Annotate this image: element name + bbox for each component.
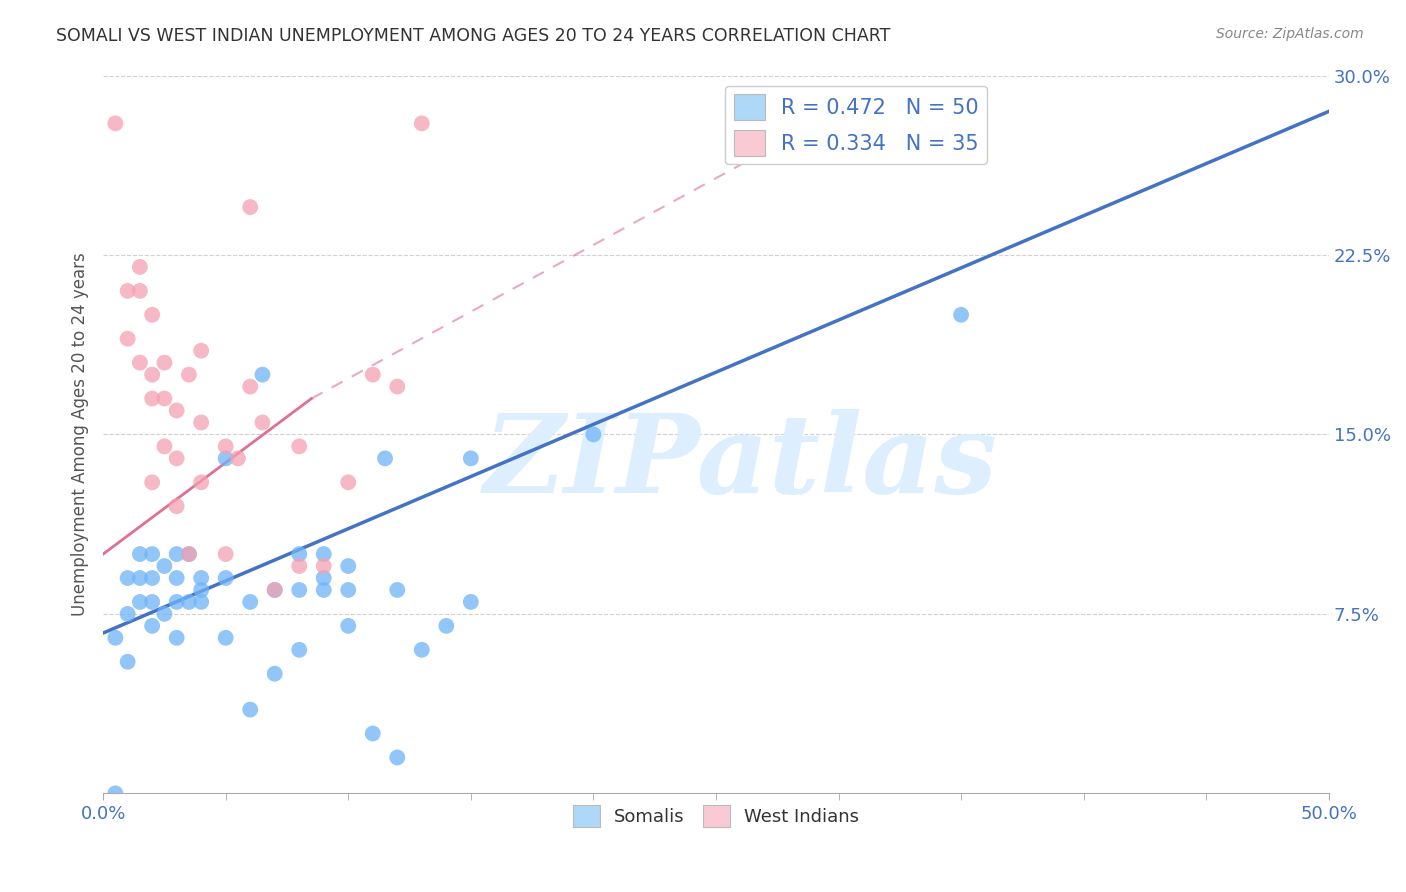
Point — [129, 571, 152, 585]
Y-axis label: Unemployment Among Ages 20 to 24 years: Unemployment Among Ages 20 to 24 years — [72, 252, 89, 616]
Point — [215, 631, 238, 645]
Point — [263, 666, 285, 681]
Legend: Somalis, West Indians: Somalis, West Indians — [565, 798, 866, 835]
Point — [215, 547, 238, 561]
Point — [141, 368, 163, 382]
Point — [153, 356, 176, 370]
Point — [374, 451, 396, 466]
Point — [166, 403, 188, 417]
Point — [190, 571, 212, 585]
Point — [104, 786, 127, 800]
Point — [337, 475, 360, 490]
Point — [177, 547, 200, 561]
Point — [117, 332, 139, 346]
Point — [166, 451, 188, 466]
Text: SOMALI VS WEST INDIAN UNEMPLOYMENT AMONG AGES 20 TO 24 YEARS CORRELATION CHART: SOMALI VS WEST INDIAN UNEMPLOYMENT AMONG… — [56, 27, 890, 45]
Point — [239, 379, 262, 393]
Point — [141, 308, 163, 322]
Point — [141, 475, 163, 490]
Point — [190, 582, 212, 597]
Point — [177, 368, 200, 382]
Point — [129, 284, 152, 298]
Point — [190, 595, 212, 609]
Point — [141, 547, 163, 561]
Point — [288, 559, 311, 574]
Text: ZIPatlas: ZIPatlas — [484, 409, 997, 516]
Point — [153, 559, 176, 574]
Point — [117, 607, 139, 621]
Point — [411, 642, 433, 657]
Point — [252, 368, 274, 382]
Point — [312, 547, 335, 561]
Text: Source: ZipAtlas.com: Source: ZipAtlas.com — [1216, 27, 1364, 41]
Point — [129, 547, 152, 561]
Point — [190, 416, 212, 430]
Point — [460, 595, 482, 609]
Point — [263, 582, 285, 597]
Point — [166, 500, 188, 514]
Point — [141, 392, 163, 406]
Point — [166, 547, 188, 561]
Point — [129, 595, 152, 609]
Point — [117, 655, 139, 669]
Point — [252, 416, 274, 430]
Point — [950, 308, 973, 322]
Point — [239, 703, 262, 717]
Point — [141, 595, 163, 609]
Point — [166, 631, 188, 645]
Point — [312, 582, 335, 597]
Point — [361, 368, 384, 382]
Point — [166, 571, 188, 585]
Point — [288, 642, 311, 657]
Point — [582, 427, 605, 442]
Point — [387, 582, 409, 597]
Point — [117, 284, 139, 298]
Point — [141, 571, 163, 585]
Point — [337, 559, 360, 574]
Point — [129, 260, 152, 274]
Point — [288, 582, 311, 597]
Point — [117, 571, 139, 585]
Point — [215, 571, 238, 585]
Point — [411, 116, 433, 130]
Point — [153, 439, 176, 453]
Point — [239, 200, 262, 214]
Point — [434, 619, 457, 633]
Point — [239, 595, 262, 609]
Point — [288, 439, 311, 453]
Point — [104, 116, 127, 130]
Point — [177, 595, 200, 609]
Point — [190, 475, 212, 490]
Point — [263, 582, 285, 597]
Point — [460, 451, 482, 466]
Point — [337, 582, 360, 597]
Point — [177, 547, 200, 561]
Point — [215, 451, 238, 466]
Point — [153, 392, 176, 406]
Point — [104, 631, 127, 645]
Point — [387, 379, 409, 393]
Point — [387, 750, 409, 764]
Point — [226, 451, 249, 466]
Point — [190, 343, 212, 358]
Point — [288, 547, 311, 561]
Point — [361, 726, 384, 740]
Point — [166, 595, 188, 609]
Point — [312, 571, 335, 585]
Point — [141, 619, 163, 633]
Point — [215, 439, 238, 453]
Point — [312, 559, 335, 574]
Point — [129, 356, 152, 370]
Point — [153, 607, 176, 621]
Point — [337, 619, 360, 633]
